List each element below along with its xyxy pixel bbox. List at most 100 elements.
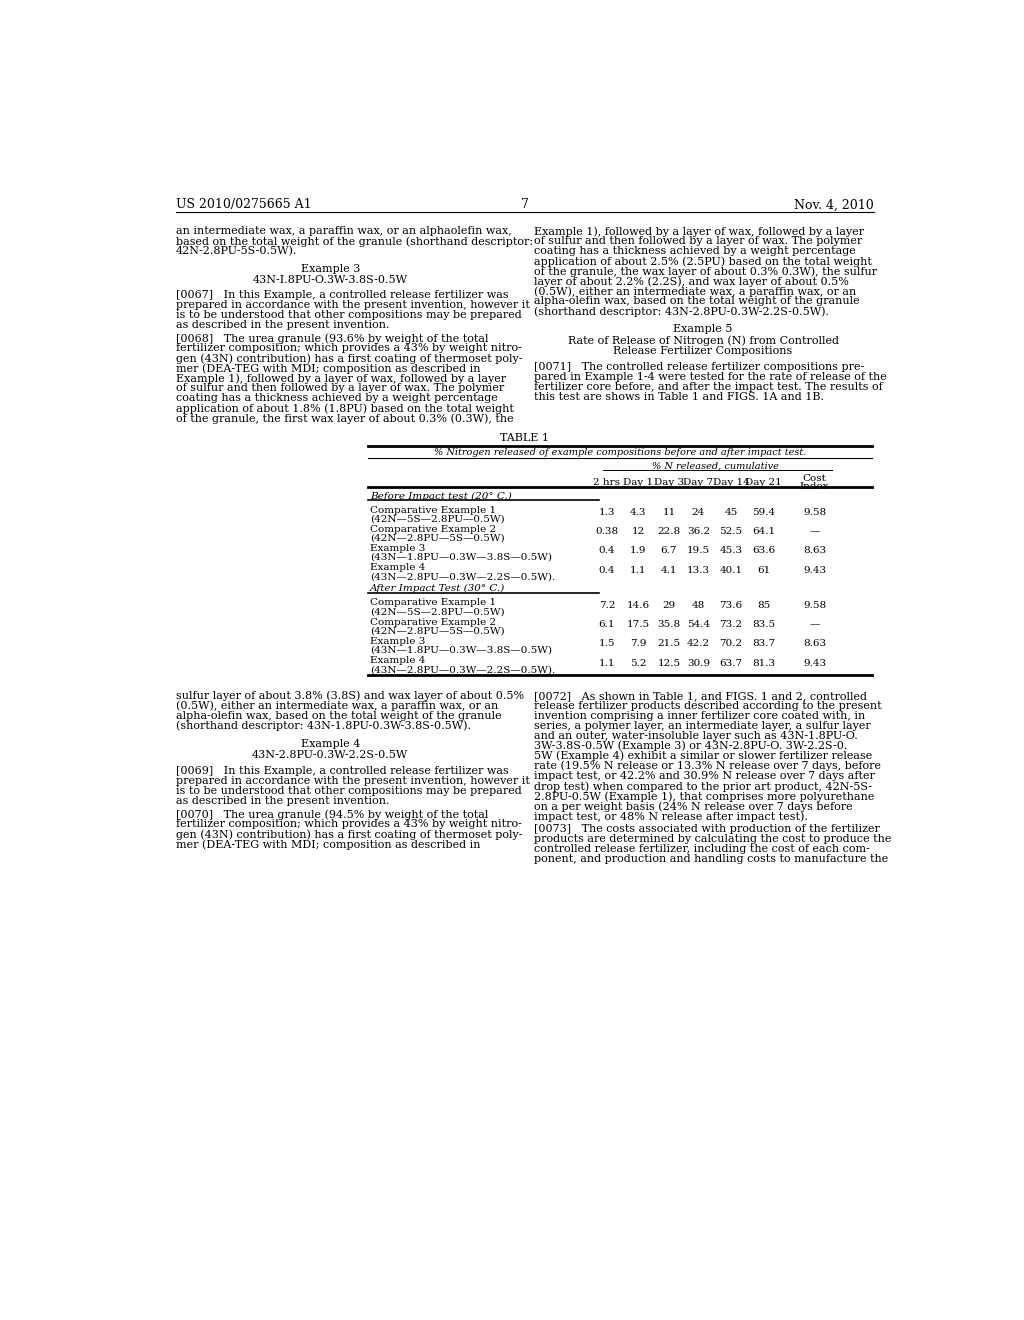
- Text: invention comprising a inner fertilizer core coated with, in: invention comprising a inner fertilizer …: [535, 711, 865, 721]
- Text: controlled release fertilizer, including the cost of each com-: controlled release fertilizer, including…: [535, 843, 870, 854]
- Text: (42N—2.8PU—5S—0.5W): (42N—2.8PU—5S—0.5W): [370, 627, 505, 635]
- Text: 59.4: 59.4: [752, 508, 775, 517]
- Text: impact test, or 42.2% and 30.9% N release over 7 days after: impact test, or 42.2% and 30.9% N releas…: [535, 771, 874, 781]
- Text: Example 5: Example 5: [674, 323, 733, 334]
- Text: rate (19.5% N release or 13.3% N release over 7 days, before: rate (19.5% N release or 13.3% N release…: [535, 760, 881, 771]
- Text: 61: 61: [757, 566, 770, 574]
- Text: 21.5: 21.5: [657, 639, 681, 648]
- Text: [0067]   In this Example, a controlled release fertilizer was: [0067] In this Example, a controlled rel…: [176, 290, 509, 300]
- Text: prepared in accordance with the present invention, however it: prepared in accordance with the present …: [176, 300, 530, 310]
- Text: Comparative Example 1: Comparative Example 1: [370, 506, 496, 515]
- Text: Example 3: Example 3: [370, 638, 425, 645]
- Text: fertilizer core before, and after the impact test. The results of: fertilizer core before, and after the im…: [535, 381, 883, 392]
- Text: Example 3: Example 3: [301, 264, 360, 273]
- Text: 43N-2.8PU-0.3W-2.2S-0.5W: 43N-2.8PU-0.3W-2.2S-0.5W: [252, 750, 409, 760]
- Text: Day 14: Day 14: [713, 478, 750, 487]
- Text: —: —: [809, 620, 820, 630]
- Text: 45: 45: [724, 508, 737, 517]
- Text: sulfur layer of about 3.8% (3.8S) and wax layer of about 0.5%: sulfur layer of about 3.8% (3.8S) and wa…: [176, 690, 524, 701]
- Text: % Nitrogen released of example compositions before and after impact test.: % Nitrogen released of example compositi…: [434, 447, 806, 457]
- Text: Comparative Example 2: Comparative Example 2: [370, 618, 496, 627]
- Text: gen (43N) contribution) has a first coating of thermoset poly-: gen (43N) contribution) has a first coat…: [176, 354, 522, 364]
- Text: alpha-olefin wax, based on the total weight of the granule: alpha-olefin wax, based on the total wei…: [535, 296, 860, 306]
- Text: mer (DEA-TEG with MDI; composition as described in: mer (DEA-TEG with MDI; composition as de…: [176, 363, 480, 374]
- Text: coating has a thickness achieved by a weight percentage: coating has a thickness achieved by a we…: [176, 393, 498, 403]
- Text: 48: 48: [692, 601, 706, 610]
- Text: 9.43: 9.43: [803, 659, 826, 668]
- Text: release fertilizer products described according to the present: release fertilizer products described ac…: [535, 701, 882, 711]
- Text: 85: 85: [757, 601, 770, 610]
- Text: Rate of Release of Nitrogen (N) from Controlled: Rate of Release of Nitrogen (N) from Con…: [567, 335, 839, 346]
- Text: (0.5W), either an intermediate wax, a paraffin wax, or an: (0.5W), either an intermediate wax, a pa…: [535, 286, 856, 297]
- Text: 8.63: 8.63: [803, 546, 826, 556]
- Text: [0069]   In this Example, a controlled release fertilizer was: [0069] In this Example, a controlled rel…: [176, 767, 509, 776]
- Text: US 2010/0275665 A1: US 2010/0275665 A1: [176, 198, 311, 211]
- Text: coating has a thickness achieved by a weight percentage: coating has a thickness achieved by a we…: [535, 246, 856, 256]
- Text: drop test) when compared to the prior art product, 42N-5S-: drop test) when compared to the prior ar…: [535, 781, 872, 792]
- Text: 9.58: 9.58: [803, 601, 826, 610]
- Text: products are determined by calculating the cost to produce the: products are determined by calculating t…: [535, 834, 892, 843]
- Text: 17.5: 17.5: [627, 620, 649, 630]
- Text: series, a polymer layer, an intermediate layer, a sulfur layer: series, a polymer layer, an intermediate…: [535, 721, 870, 731]
- Text: 1.9: 1.9: [630, 546, 646, 556]
- Text: fertilizer composition; which provides a 43% by weight nitro-: fertilizer composition; which provides a…: [176, 343, 522, 354]
- Text: Example 4: Example 4: [370, 656, 425, 665]
- Text: 40.1: 40.1: [720, 566, 742, 574]
- Text: 30.9: 30.9: [687, 659, 710, 668]
- Text: 54.4: 54.4: [687, 620, 710, 630]
- Text: as described in the present invention.: as described in the present invention.: [176, 796, 389, 807]
- Text: [0071]   The controlled release fertilizer compositions pre-: [0071] The controlled release fertilizer…: [535, 362, 864, 372]
- Text: 81.3: 81.3: [752, 659, 775, 668]
- Text: 1.5: 1.5: [599, 639, 615, 648]
- Text: (43N—1.8PU—0.3W—3.8S—0.5W): (43N—1.8PU—0.3W—3.8S—0.5W): [370, 645, 552, 655]
- Text: 14.6: 14.6: [627, 601, 649, 610]
- Text: Example 1), followed by a layer of wax, followed by a layer: Example 1), followed by a layer of wax, …: [176, 374, 506, 384]
- Text: 42N-2.8PU-5S-0.5W).: 42N-2.8PU-5S-0.5W).: [176, 246, 297, 256]
- Text: 64.1: 64.1: [752, 527, 775, 536]
- Text: (43N—2.8PU—0.3W—2.2S—0.5W).: (43N—2.8PU—0.3W—2.2S—0.5W).: [370, 573, 555, 581]
- Text: 35.8: 35.8: [657, 620, 681, 630]
- Text: (0.5W), either an intermediate wax, a paraffin wax, or an: (0.5W), either an intermediate wax, a pa…: [176, 701, 499, 711]
- Text: 6.1: 6.1: [599, 620, 615, 630]
- Text: 5.2: 5.2: [630, 659, 646, 668]
- Text: 13.3: 13.3: [687, 566, 710, 574]
- Text: 2 hrs: 2 hrs: [594, 478, 621, 487]
- Text: 7: 7: [521, 198, 528, 211]
- Text: application of about 2.5% (2.5PU) based on the total weight: application of about 2.5% (2.5PU) based …: [535, 256, 872, 267]
- Text: Day 1: Day 1: [623, 478, 653, 487]
- Text: 2.8PU-0.5W (Example 1), that comprises more polyurethane: 2.8PU-0.5W (Example 1), that comprises m…: [535, 791, 874, 801]
- Text: layer of about 2.2% (2.2S), and wax layer of about 0.5%: layer of about 2.2% (2.2S), and wax laye…: [535, 276, 849, 286]
- Text: 4.3: 4.3: [630, 508, 646, 517]
- Text: is to be understood that other compositions may be prepared: is to be understood that other compositi…: [176, 787, 522, 796]
- Text: Day 3: Day 3: [654, 478, 684, 487]
- Text: Cost: Cost: [803, 474, 826, 483]
- Text: —: —: [809, 527, 820, 536]
- Text: 73.2: 73.2: [720, 620, 742, 630]
- Text: of the granule, the wax layer of about 0.3% 0.3W), the sulfur: of the granule, the wax layer of about 0…: [535, 267, 878, 277]
- Text: alpha-olefin wax, based on the total weight of the granule: alpha-olefin wax, based on the total wei…: [176, 711, 502, 721]
- Text: (43N—1.8PU—0.3W—3.8S—0.5W): (43N—1.8PU—0.3W—3.8S—0.5W): [370, 553, 552, 562]
- Text: 1.1: 1.1: [630, 566, 646, 574]
- Text: 36.2: 36.2: [687, 527, 710, 536]
- Text: 29: 29: [663, 601, 676, 610]
- Text: 12: 12: [632, 527, 644, 536]
- Text: and an outer, water-insoluble layer such as 43N-1.8PU-O.: and an outer, water-insoluble layer such…: [535, 731, 858, 741]
- Text: 0.38: 0.38: [595, 527, 618, 536]
- Text: Example 4: Example 4: [370, 564, 425, 573]
- Text: impact test, or 48% N release after impact test).: impact test, or 48% N release after impa…: [535, 810, 808, 821]
- Text: 7.2: 7.2: [599, 601, 615, 610]
- Text: fertilizer composition; which provides a 43% by weight nitro-: fertilizer composition; which provides a…: [176, 820, 522, 829]
- Text: 9.43: 9.43: [803, 566, 826, 574]
- Text: 8.63: 8.63: [803, 639, 826, 648]
- Text: 52.5: 52.5: [720, 527, 742, 536]
- Text: 43N-I.8PU-O.3W-3.8S-0.5W: 43N-I.8PU-O.3W-3.8S-0.5W: [253, 276, 408, 285]
- Text: ponent, and production and handling costs to manufacture the: ponent, and production and handling cost…: [535, 854, 889, 865]
- Text: 3W-3.8S-0.5W (Example 3) or 43N-2.8PU-O. 3W-2.2S-0.: 3W-3.8S-0.5W (Example 3) or 43N-2.8PU-O.…: [535, 741, 848, 751]
- Text: Release Fertilizer Compositions: Release Fertilizer Compositions: [613, 346, 793, 355]
- Text: 73.6: 73.6: [720, 601, 742, 610]
- Text: this test are shows in Table 1 and FIGS. 1A and 1B.: this test are shows in Table 1 and FIGS.…: [535, 392, 824, 401]
- Text: of sulfur and then followed by a layer of wax. The polymer: of sulfur and then followed by a layer o…: [176, 383, 504, 393]
- Text: After Impact Test (30° C.): After Impact Test (30° C.): [370, 585, 505, 593]
- Text: 83.7: 83.7: [752, 639, 775, 648]
- Text: % N released, cumulative: % N released, cumulative: [652, 462, 779, 470]
